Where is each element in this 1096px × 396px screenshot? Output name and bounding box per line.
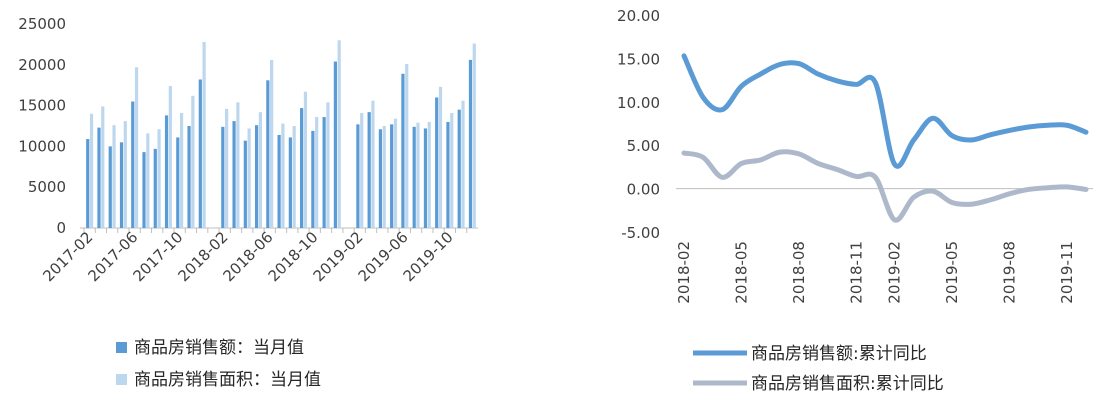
bar-sales-area [461, 100, 465, 228]
bar-sales-area [438, 86, 443, 228]
y-tick-label: 5000 [28, 178, 66, 196]
bar-sales-area [416, 122, 420, 228]
bar-sales-area [270, 59, 274, 229]
bar-sales-area [405, 63, 409, 228]
bar-sales-area [292, 126, 296, 228]
y-tick-label: 5.00 [627, 137, 660, 155]
y-tick-label: 20000 [18, 56, 66, 74]
bar-sales-amount [356, 124, 360, 228]
bar-sales-area [337, 40, 341, 228]
bar-sales-area [281, 123, 285, 228]
bar-sales-amount [412, 126, 416, 228]
bar-sales-area [168, 86, 172, 229]
bar-sales-amount [401, 73, 405, 228]
bar-sales-amount [311, 130, 315, 228]
bar-sales-area [326, 102, 330, 228]
bar-sales-area [315, 117, 319, 228]
bar-sales-area [427, 121, 431, 228]
bar-sales-amount [164, 115, 169, 228]
bar-sales-area [236, 102, 240, 228]
y-tick-label: 0 [56, 219, 66, 237]
bar-sales-amount [221, 126, 225, 228]
bar-sales-area [191, 95, 195, 228]
bar-sales-amount [435, 97, 439, 228]
bar-sales-area [202, 41, 206, 229]
bar-sales-area [179, 112, 184, 228]
bar-sales-area [472, 43, 476, 228]
bar-sales-amount [176, 137, 180, 228]
legend-swatch [116, 342, 127, 353]
y-tick-label: 25000 [18, 15, 66, 33]
bar-sales-area [247, 128, 251, 228]
y-tick-label: 15000 [18, 97, 66, 115]
bar-sales-area [450, 112, 454, 228]
bar-sales-area [89, 113, 94, 228]
bar-sales-amount [232, 121, 236, 228]
x-tick-label: 2018-02 [675, 241, 693, 304]
bar-sales-amount [86, 139, 90, 228]
bar-sales-amount [300, 108, 304, 228]
bar-sales-area [225, 108, 229, 228]
bar-sales-amount [198, 79, 202, 228]
line-chart: 20.00 15.00 10.00 5.00 0.00 -5.00 2018-02 2018-… [617, 7, 1093, 394]
bar-sales-amount [288, 137, 292, 228]
bar-sales-amount [119, 142, 124, 228]
bar-sales-amount [277, 134, 281, 228]
bar-sales-area [101, 106, 105, 228]
bar-sales-area [146, 133, 150, 228]
bar-sales-amount [468, 59, 473, 229]
x-tick-label: 2019-10 [400, 228, 457, 285]
line-sales-amount-yoy [681, 53, 1089, 169]
bar-sales-amount [446, 121, 450, 228]
bar-sales-area [112, 125, 116, 228]
bar-sales-area [393, 118, 398, 228]
bar-sales-area [303, 91, 308, 228]
y-tick-label: 10.00 [617, 94, 660, 112]
x-tick-label: 2018-08 [790, 241, 808, 304]
bar-sales-amount [423, 128, 428, 228]
bar-sales-area [382, 126, 386, 228]
bar-sales-area [134, 67, 139, 228]
bar-sales-amount [254, 125, 259, 228]
x-tick-label: 2019-08 [1000, 241, 1018, 304]
y-tick-label: 10000 [18, 137, 66, 155]
line-sales-area-yoy [681, 149, 1089, 223]
bar-sales-amount [243, 140, 247, 228]
bar-sales-area [157, 129, 161, 228]
bar-sales-area [371, 100, 375, 228]
y-tick-label: 15.00 [617, 50, 660, 68]
bar-sales-amount [97, 127, 101, 228]
legend-swatch [116, 374, 127, 385]
legend-label: 商品房销售额:累计同比 [751, 344, 927, 364]
bar-sales-amount [322, 117, 326, 228]
y-tick-label: -5.00 [621, 224, 660, 242]
bar-sales-amount [108, 146, 112, 228]
bar-sales-area [123, 121, 127, 228]
bar-sales-amount [390, 124, 394, 228]
bar-sales-amount [187, 126, 191, 228]
x-tick-label: 2019-05 [943, 241, 961, 304]
x-tick-label: 2019-02 [886, 241, 904, 304]
bar-sales-amount [457, 109, 461, 228]
legend-label: 商品房销售面积:累计同比 [751, 374, 944, 394]
x-tick-label: 2018-11 [847, 241, 865, 304]
y-tick-label: 0.00 [627, 181, 660, 199]
bar-chart: 25000200001500010000500002017-022017-062… [18, 15, 478, 390]
bar-sales-amount [153, 148, 157, 228]
bar-sales-amount [266, 80, 270, 228]
x-tick-label: 2018-05 [732, 241, 750, 304]
legend-label: 商品房销售面积：当月值 [134, 370, 321, 390]
x-tick-label: 2019-11 [1058, 241, 1076, 304]
bar-sales-amount [367, 112, 371, 228]
legend-label: 商品房销售额：当月值 [134, 338, 304, 358]
bar-sales-amount [131, 101, 135, 228]
bar-sales-amount [378, 129, 383, 228]
bar-sales-area [360, 112, 364, 228]
bar-sales-area [258, 112, 262, 228]
bar-sales-amount [333, 61, 337, 229]
y-tick-label: 20.00 [617, 7, 660, 25]
bar-sales-amount [142, 152, 146, 228]
